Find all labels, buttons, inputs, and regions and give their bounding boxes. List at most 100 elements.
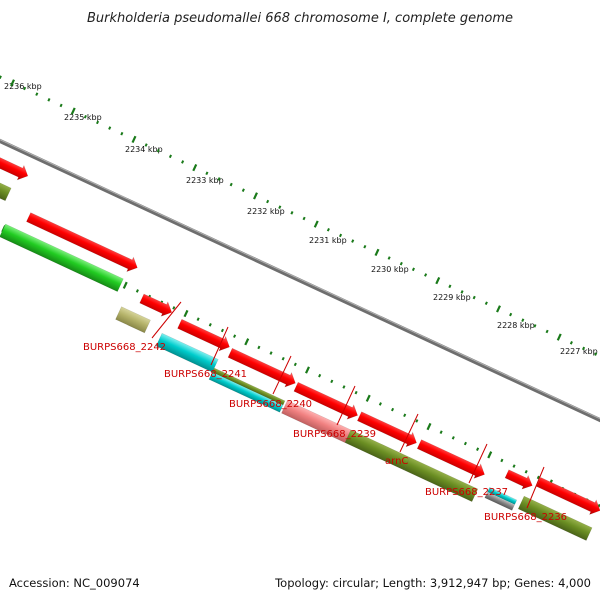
gene-label: BURPS668_2239 [293, 429, 376, 440]
gene-label-leader [468, 443, 488, 484]
cds-arrow [177, 318, 230, 352]
tick-mark [521, 318, 525, 322]
tick-mark [330, 379, 334, 384]
tick-mark [144, 143, 148, 147]
gene-label-leader [399, 413, 419, 453]
tick-layer: 2236 kbp 2235 kbp 2234 kbp 2233 kbp 2232 kbp… [0, 75, 600, 508]
feature-bar-shape [115, 306, 151, 334]
cds-arrow-shape [416, 439, 485, 479]
gene-label: arnC [385, 456, 408, 467]
tick-mark [472, 295, 476, 300]
tick-mark [415, 419, 419, 423]
tick-mark [363, 244, 367, 249]
tick-label: 2233 kbp [186, 176, 224, 185]
cds-arrow-shape [293, 381, 358, 420]
gene-label: BURPS668_2240 [229, 399, 312, 410]
tick-mark [463, 441, 467, 446]
tick-mark [120, 131, 124, 136]
tick-mark [229, 182, 233, 187]
tick-mark [83, 114, 87, 119]
tick-mark [512, 464, 516, 468]
accession-text: Accession: NC_009074 [9, 576, 140, 590]
tick-mark [569, 341, 573, 345]
tick-mark [122, 281, 128, 289]
tick-mark [70, 107, 76, 115]
tick-mark [10, 79, 15, 87]
tick-mark [365, 394, 371, 402]
cds-arrow [357, 411, 417, 448]
gene-label-leader [336, 385, 356, 426]
feature-bar [208, 371, 284, 413]
tick-mark [374, 248, 380, 257]
tick-mark [290, 211, 294, 215]
tick-mark [476, 447, 480, 451]
tick-label: 2232 kbp [247, 207, 285, 216]
tick-mark [339, 233, 343, 238]
tick-mark [156, 148, 160, 153]
tick-mark [403, 413, 407, 418]
tick-mark [326, 227, 330, 232]
tick-mark [451, 436, 455, 440]
tick-mark [181, 160, 185, 164]
tick-mark [424, 273, 428, 277]
tick-mark [96, 120, 100, 125]
gene-label: BURPS668_2237 [425, 487, 508, 498]
tick-mark [183, 309, 189, 318]
tick-label: 2228 kbp [497, 321, 535, 330]
tick-mark [0, 75, 2, 79]
feature-bar-shape [0, 162, 12, 202]
feature-bar-shape [484, 491, 515, 511]
tick-mark [318, 373, 322, 378]
tick-mark [545, 329, 549, 334]
tick-mark [168, 154, 172, 159]
tick-mark [313, 220, 319, 228]
gene-label-leader [151, 301, 182, 339]
genome-summary-text: Topology: circular; Length: 3,912,947 bp… [275, 576, 591, 590]
feature-bar-shape [403, 457, 479, 502]
tick-mark [378, 402, 382, 406]
genome-backbone [0, 138, 600, 423]
cds-arrow [293, 381, 358, 420]
cds-arrow-shape [0, 141, 29, 181]
tick-label: 2227 kbp [560, 347, 598, 356]
genome-backbone-highlight [0, 139, 600, 420]
cds-arrow [26, 212, 138, 273]
tick-mark [192, 163, 198, 172]
cds-arrow [536, 477, 600, 515]
tick-mark [244, 338, 250, 346]
tick-mark [387, 256, 391, 260]
tick-mark [351, 239, 355, 243]
map-title: Burkholderia pseudomallei 668 chromosome… [87, 11, 513, 26]
tick-mark [233, 334, 237, 338]
cds-arrow [139, 293, 173, 317]
feature-bar [0, 223, 124, 292]
tick-mark [217, 177, 221, 181]
cds-arrow-shape [139, 293, 173, 317]
tick-mark [399, 261, 403, 266]
tick-mark [135, 289, 139, 293]
gene-label-leader [272, 355, 292, 395]
feature-layer [0, 141, 600, 541]
feature-bar [115, 306, 151, 334]
tick-mark [269, 351, 273, 355]
tick-mark [439, 430, 443, 434]
tick-mark [47, 98, 51, 102]
feature-bar [517, 495, 593, 541]
feature-bar-shape [344, 429, 411, 471]
tick-mark [241, 188, 245, 192]
tick-mark [460, 290, 464, 294]
cds-arrow [0, 141, 29, 181]
tick-mark [536, 475, 540, 480]
tick-label: 2231 kbp [309, 236, 347, 245]
tick-mark [582, 346, 586, 351]
gene-label-leader [210, 326, 229, 366]
tick-mark [220, 328, 224, 333]
tick-mark [35, 92, 39, 96]
tick-mark [253, 192, 258, 200]
tick-label: 2235 kbp [64, 113, 102, 122]
tick-mark [594, 352, 598, 356]
tick-label: 2234 kbp [125, 145, 163, 154]
cds-arrow-shape [177, 318, 230, 352]
feature-bar-shape [211, 367, 286, 406]
